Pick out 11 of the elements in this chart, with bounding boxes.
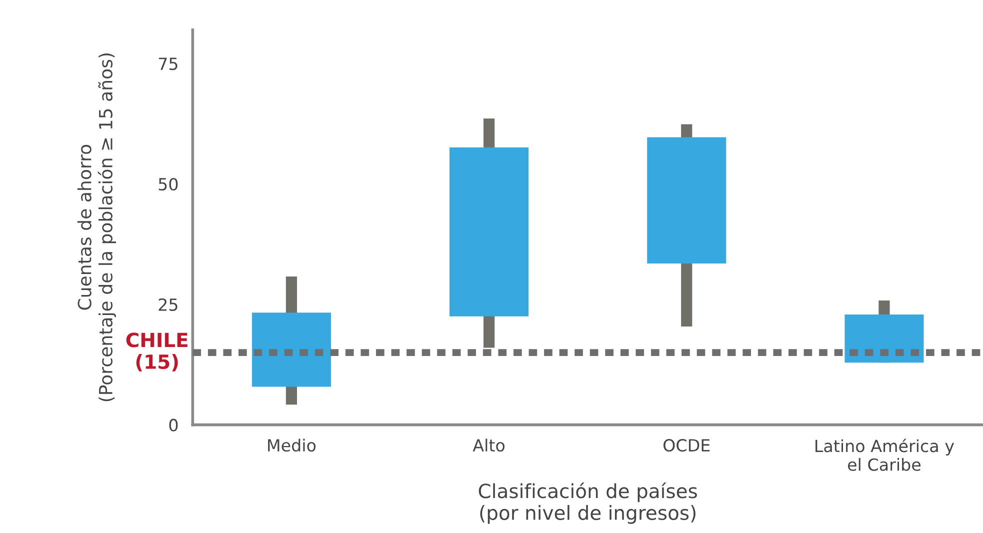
x-axis-title: Clasificación de países (por nivel de ingresos) bbox=[478, 482, 697, 524]
x-tick-label: Alto bbox=[472, 438, 505, 452]
y-tick-label: 0 bbox=[169, 418, 178, 432]
x-tick-label: Latino América y el Caribe bbox=[816, 438, 954, 471]
y-tick-label: 25 bbox=[158, 298, 178, 311]
ref-line-label: CHILE (15) bbox=[126, 332, 188, 372]
x-tick-label: Medio bbox=[268, 438, 316, 452]
y-axis-title: Cuentas de ahorro (Porcentaje de la población ≥ 15 años) bbox=[77, 53, 116, 402]
y-tick-label: 50 bbox=[158, 178, 178, 191]
y-tick-label: 75 bbox=[158, 58, 178, 70]
x-tick-label: OCDE bbox=[664, 438, 710, 452]
